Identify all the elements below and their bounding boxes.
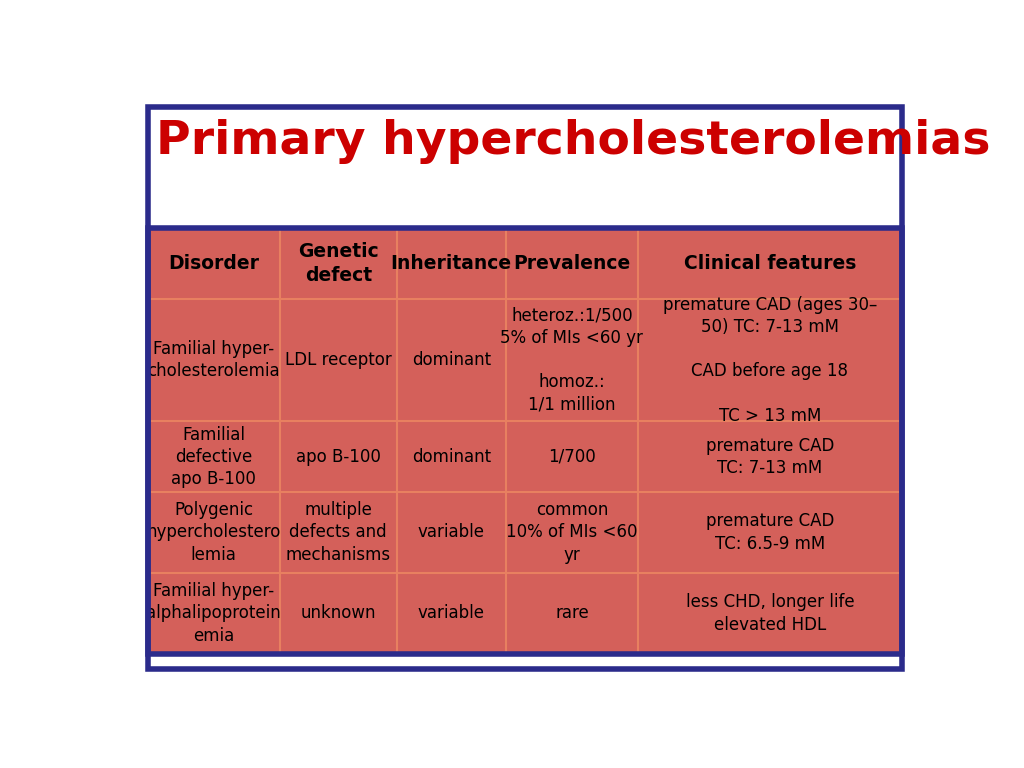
Text: Clinical features: Clinical features [684, 254, 856, 273]
Text: variable: variable [418, 604, 484, 622]
Bar [147, 228, 902, 654]
Text: dominant: dominant [412, 351, 490, 369]
Text: unknown: unknown [300, 604, 376, 622]
Text: Disorder: Disorder [168, 254, 259, 273]
Text: Prevalence: Prevalence [513, 254, 631, 273]
Text: premature CAD (ages 30–
50) TC: 7-13 mM

CAD before age 18

TC > 13 mM: premature CAD (ages 30– 50) TC: 7-13 mM … [663, 296, 877, 425]
Text: Genetic
defect: Genetic defect [298, 242, 379, 285]
Text: variable: variable [418, 524, 484, 541]
Text: common
10% of MIs <60
yr: common 10% of MIs <60 yr [506, 502, 638, 564]
Text: Familial
defective
apo B-100: Familial defective apo B-100 [171, 425, 256, 488]
Text: premature CAD
TC: 6.5-9 mM: premature CAD TC: 6.5-9 mM [706, 512, 834, 553]
Text: Primary hypercholesterolemias: Primary hypercholesterolemias [156, 119, 990, 164]
Text: multiple
defects and
mechanisms: multiple defects and mechanisms [286, 502, 391, 564]
Text: heteroz.:1/500
5% of MIs <60 yr

homoz.:
1/1 million: heteroz.:1/500 5% of MIs <60 yr homoz.: … [501, 306, 643, 413]
Text: less CHD, longer life
elevated HDL: less CHD, longer life elevated HDL [685, 594, 854, 634]
Text: apo B-100: apo B-100 [296, 448, 381, 465]
Text: LDL receptor: LDL receptor [285, 351, 391, 369]
Text: 1/700: 1/700 [548, 448, 596, 465]
Text: Polygenic
hypercholestero
lemia: Polygenic hypercholestero lemia [146, 502, 281, 564]
Text: Familial hyper-
alphalipoprotein
emia: Familial hyper- alphalipoprotein emia [146, 582, 282, 644]
Bar [147, 228, 902, 654]
Text: premature CAD
TC: 7-13 mM: premature CAD TC: 7-13 mM [706, 437, 834, 477]
Text: dominant: dominant [412, 448, 490, 465]
Text: Inheritance: Inheritance [391, 254, 512, 273]
Text: Familial hyper-
cholesterolemia: Familial hyper- cholesterolemia [147, 340, 281, 380]
Text: rare: rare [555, 604, 589, 622]
